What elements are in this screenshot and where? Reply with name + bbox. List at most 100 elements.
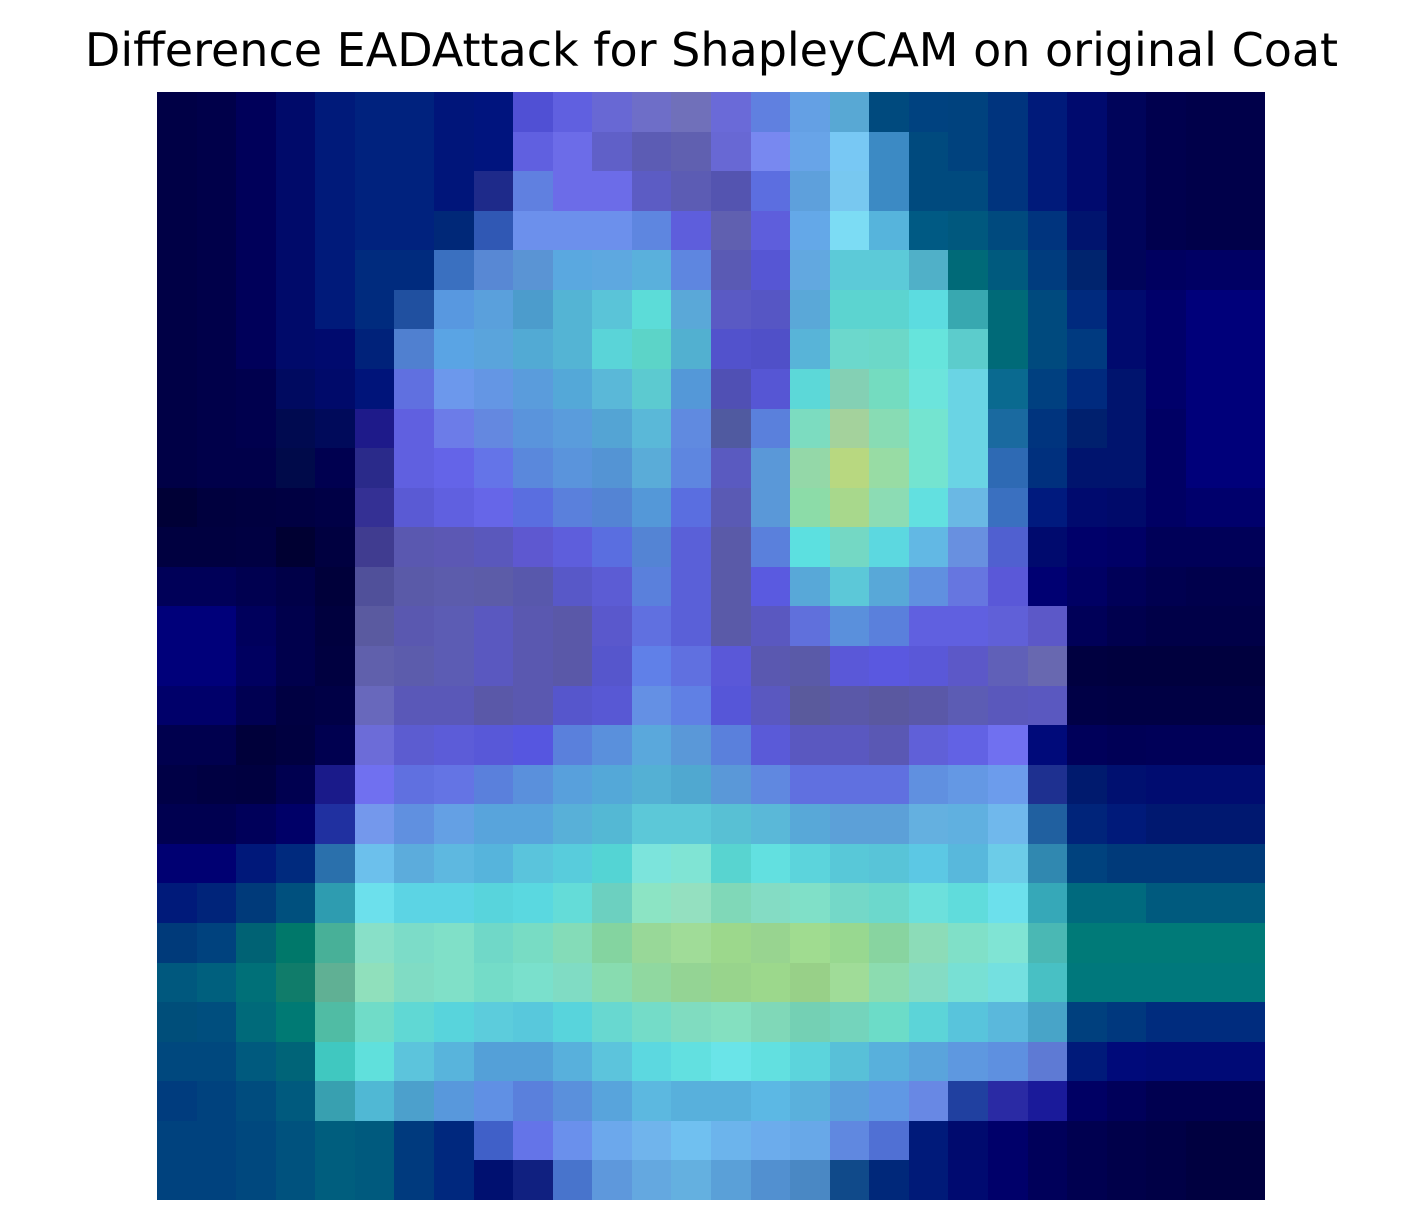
heatmap-cell: [671, 883, 711, 923]
heatmap-cell: [790, 1041, 830, 1082]
heatmap-cell: [1185, 369, 1226, 409]
heatmap-cell: [157, 289, 197, 330]
heatmap-cell: [1067, 448, 1107, 488]
heatmap-cell: [750, 646, 791, 686]
heatmap-cell: [829, 685, 870, 726]
heatmap-cell: [1146, 1081, 1186, 1121]
heatmap-cell: [513, 646, 553, 686]
heatmap-cell: [1185, 962, 1226, 1003]
heatmap-cell: [988, 804, 1028, 844]
heatmap-cell: [275, 527, 316, 567]
heatmap-cell: [157, 250, 197, 290]
heatmap-cell: [948, 685, 988, 726]
heatmap-cell: [1027, 1002, 1068, 1042]
heatmap-cell: [592, 527, 632, 567]
heatmap-cell: [908, 1002, 949, 1042]
heatmap-cell: [1067, 764, 1107, 805]
heatmap-cell: [473, 764, 514, 805]
heatmap-cell: [1027, 329, 1068, 369]
heatmap-cell: [1146, 408, 1186, 449]
heatmap-cell: [948, 369, 988, 409]
heatmap-cell: [275, 171, 316, 211]
heatmap-cell: [1146, 646, 1186, 686]
heatmap-cell: [157, 646, 197, 686]
heatmap-cell: [1027, 685, 1068, 726]
heatmap-cell: [1185, 883, 1226, 923]
heatmap-cell: [236, 92, 276, 132]
heatmap-cell: [513, 962, 553, 1003]
heatmap-cell: [711, 131, 751, 172]
heatmap-cell: [711, 725, 751, 765]
heatmap-cell: [592, 962, 632, 1003]
heatmap-cell: [790, 804, 830, 844]
heatmap-cell: [1185, 764, 1226, 805]
heatmap-cell: [948, 725, 988, 765]
heatmap-cell: [354, 606, 395, 646]
heatmap-cell: [473, 329, 514, 369]
heatmap-cell: [513, 1002, 553, 1042]
heatmap-cell: [750, 1002, 791, 1042]
heatmap-cell: [711, 1002, 751, 1042]
heatmap-cell: [908, 131, 949, 172]
heatmap-cell: [592, 1002, 632, 1042]
heatmap-cell: [908, 92, 949, 132]
heatmap-cell: [275, 566, 316, 607]
heatmap-cell: [592, 764, 632, 805]
heatmap-cell: [711, 646, 751, 686]
heatmap-cell: [157, 1120, 197, 1161]
heatmap-cell: [750, 1120, 791, 1161]
heatmap-cell: [473, 369, 514, 409]
heatmap-cell: [196, 606, 237, 646]
heatmap-cell: [869, 725, 909, 765]
heatmap-cell: [750, 725, 791, 765]
heatmap-cell: [750, 210, 791, 251]
heatmap-cell: [434, 1120, 474, 1161]
heatmap-cell: [988, 210, 1028, 251]
heatmap-cell: [671, 487, 711, 528]
heatmap-cell: [236, 329, 276, 369]
heatmap-cell: [869, 883, 909, 923]
heatmap-cell: [473, 1160, 514, 1200]
heatmap-cell: [315, 1081, 355, 1121]
heatmap-cell: [631, 131, 672, 172]
heatmap-cell: [750, 92, 791, 132]
heatmap-cell: [869, 448, 909, 488]
heatmap-cell: [473, 527, 514, 567]
heatmap-cell: [908, 606, 949, 646]
heatmap-cell: [157, 1002, 197, 1042]
heatmap-cell: [988, 171, 1028, 211]
heatmap-cell: [631, 210, 672, 251]
heatmap-cell: [552, 883, 593, 923]
heatmap-cell: [315, 92, 355, 132]
heatmap-cell: [434, 1002, 474, 1042]
heatmap-cell: [592, 131, 632, 172]
heatmap-cell: [631, 527, 672, 567]
heatmap-cell: [631, 329, 672, 369]
heatmap-cell: [1185, 210, 1226, 251]
heatmap-cell: [631, 646, 672, 686]
heatmap-cell: [1225, 1120, 1265, 1161]
heatmap-cell: [829, 646, 870, 686]
heatmap-cell: [592, 843, 632, 884]
heatmap-cell: [275, 725, 316, 765]
heatmap-cell: [196, 725, 237, 765]
heatmap-cell: [473, 883, 514, 923]
heatmap-cell: [869, 923, 909, 963]
heatmap-cell: [275, 487, 316, 528]
heatmap-cell: [196, 448, 237, 488]
heatmap-cell: [829, 1081, 870, 1121]
heatmap-cell: [157, 962, 197, 1003]
heatmap-cell: [988, 448, 1028, 488]
heatmap-cell: [236, 962, 276, 1003]
heatmap-cell: [1067, 171, 1107, 211]
heatmap-cell: [750, 923, 791, 963]
heatmap-cell: [671, 131, 711, 172]
heatmap-cell: [1146, 606, 1186, 646]
heatmap-cell: [236, 527, 276, 567]
heatmap-cell: [1106, 764, 1147, 805]
heatmap-cell: [196, 1120, 237, 1161]
heatmap-cell: [908, 487, 949, 528]
heatmap-cell: [513, 883, 553, 923]
heatmap-cell: [631, 1160, 672, 1200]
heatmap-cell: [592, 606, 632, 646]
